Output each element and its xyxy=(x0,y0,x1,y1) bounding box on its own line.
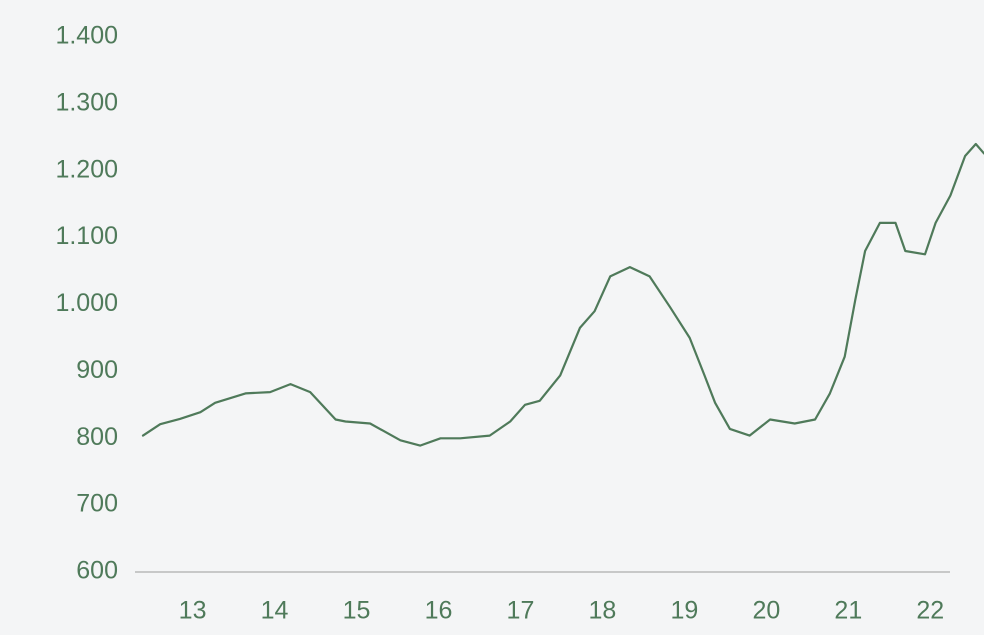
x-tick-label: 14 xyxy=(261,597,289,625)
x-tick-label: 18 xyxy=(589,597,617,625)
y-tick-label: 1.100 xyxy=(55,222,118,250)
x-tick-label: 16 xyxy=(425,597,453,625)
x-tick-label: 21 xyxy=(834,597,862,625)
x-tick-label: 19 xyxy=(670,597,698,625)
x-tick-label: 13 xyxy=(179,597,207,625)
y-tick-label: 1.000 xyxy=(55,289,118,317)
x-tick-label: 17 xyxy=(507,597,535,625)
y-tick-label: 800 xyxy=(76,423,118,451)
line-series xyxy=(141,142,984,447)
y-tick-label: 700 xyxy=(76,490,118,518)
y-tick-label: 1.200 xyxy=(55,155,118,183)
x-tick-label: 20 xyxy=(752,597,780,625)
y-tick-label: 1.400 xyxy=(55,22,118,50)
x-tick-label: 22 xyxy=(916,597,944,625)
x-tick-label: 15 xyxy=(343,597,371,625)
y-tick-label: 1.300 xyxy=(55,88,118,116)
y-tick-label: 600 xyxy=(76,557,118,585)
y-tick-label: 900 xyxy=(76,356,118,384)
